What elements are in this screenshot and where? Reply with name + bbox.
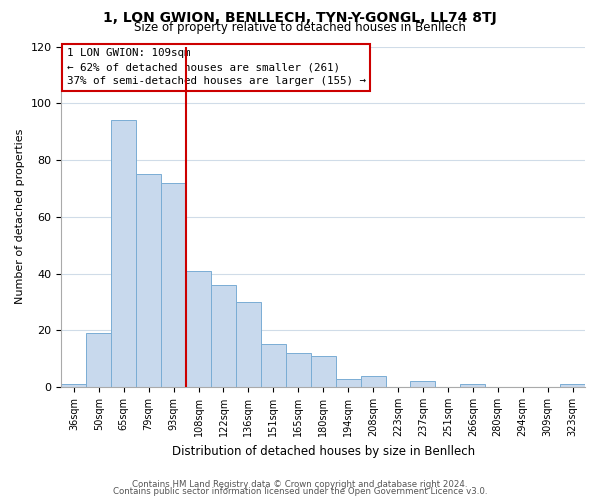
Text: Contains HM Land Registry data © Crown copyright and database right 2024.: Contains HM Land Registry data © Crown c…: [132, 480, 468, 489]
X-axis label: Distribution of detached houses by size in Benllech: Distribution of detached houses by size …: [172, 444, 475, 458]
Bar: [560, 384, 585, 387]
Bar: [410, 382, 436, 387]
Text: Contains public sector information licensed under the Open Government Licence v3: Contains public sector information licen…: [113, 487, 487, 496]
Bar: [261, 344, 286, 387]
Bar: [61, 384, 86, 387]
Bar: [460, 384, 485, 387]
Bar: [211, 285, 236, 387]
Bar: [286, 353, 311, 387]
Bar: [86, 333, 111, 387]
Y-axis label: Number of detached properties: Number of detached properties: [15, 129, 25, 304]
Bar: [335, 378, 361, 387]
Bar: [236, 302, 261, 387]
Bar: [311, 356, 335, 387]
Text: Size of property relative to detached houses in Benllech: Size of property relative to detached ho…: [134, 22, 466, 35]
Text: 1, LON GWION, BENLLECH, TYN-Y-GONGL, LL74 8TJ: 1, LON GWION, BENLLECH, TYN-Y-GONGL, LL7…: [103, 11, 497, 25]
Text: 1 LON GWION: 109sqm
← 62% of detached houses are smaller (261)
37% of semi-detac: 1 LON GWION: 109sqm ← 62% of detached ho…: [67, 48, 365, 86]
Bar: [111, 120, 136, 387]
Bar: [361, 376, 386, 387]
Bar: [186, 270, 211, 387]
Bar: [161, 182, 186, 387]
Bar: [136, 174, 161, 387]
